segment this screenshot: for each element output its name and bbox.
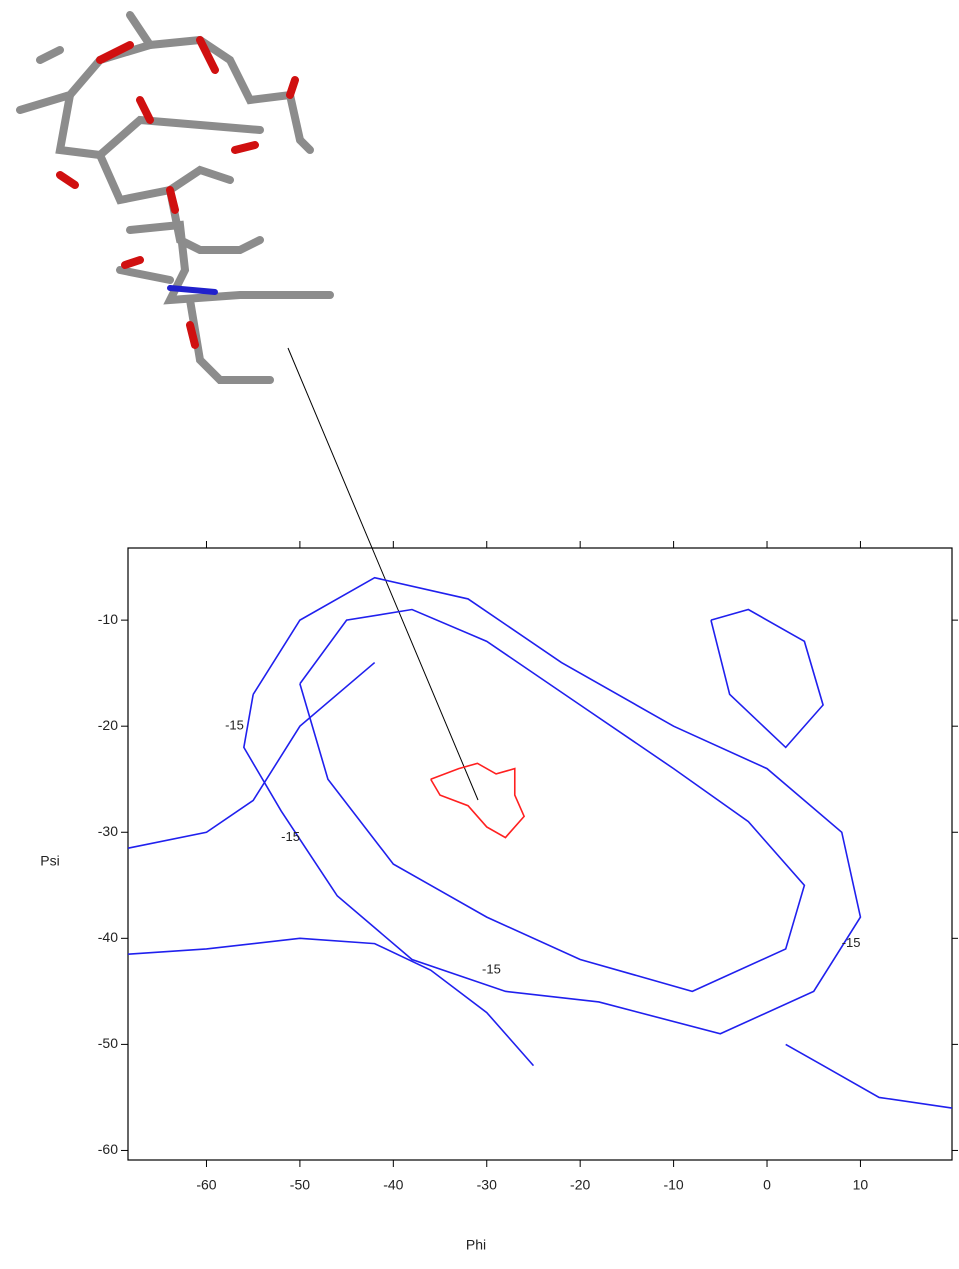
leader-line [288, 348, 478, 800]
molecule [20, 15, 330, 380]
x-axis-label: Phi [466, 1237, 486, 1253]
x-tick-label: -40 [383, 1177, 403, 1193]
x-tick-label: -50 [290, 1177, 310, 1193]
figure: Phi Psi -60 -50 -40 -30 -20 -10 0 10 -10 -20 -30 -4… [0, 0, 959, 1264]
y-axis-label: Psi [40, 853, 59, 869]
contour-line [128, 663, 375, 849]
contour-line [300, 610, 804, 992]
contour-line [711, 610, 823, 748]
x-tick-label: -20 [570, 1177, 590, 1193]
contour-line [244, 578, 861, 1034]
y-tick-label: -60 [98, 1141, 118, 1157]
contour-label: -15 [842, 935, 861, 950]
x-tick-label: -60 [196, 1177, 216, 1193]
x-tick-label: 0 [763, 1177, 771, 1193]
contour-line [786, 1044, 952, 1108]
contour-label: -15 [281, 829, 300, 844]
y-tick-label: -50 [98, 1035, 118, 1051]
y-tick-label: -30 [98, 823, 118, 839]
y-tick-label: -10 [98, 611, 118, 627]
contour-label: -15 [225, 718, 244, 733]
y-tick-label: -40 [98, 929, 118, 945]
x-tick-label: -10 [663, 1177, 683, 1193]
y-tick-label: -20 [98, 717, 118, 733]
contour-line [431, 763, 524, 837]
x-tick-label: -30 [477, 1177, 497, 1193]
contour-line [128, 938, 533, 1065]
x-tick-label: 10 [853, 1177, 869, 1193]
contour-label: -15 [482, 962, 501, 977]
